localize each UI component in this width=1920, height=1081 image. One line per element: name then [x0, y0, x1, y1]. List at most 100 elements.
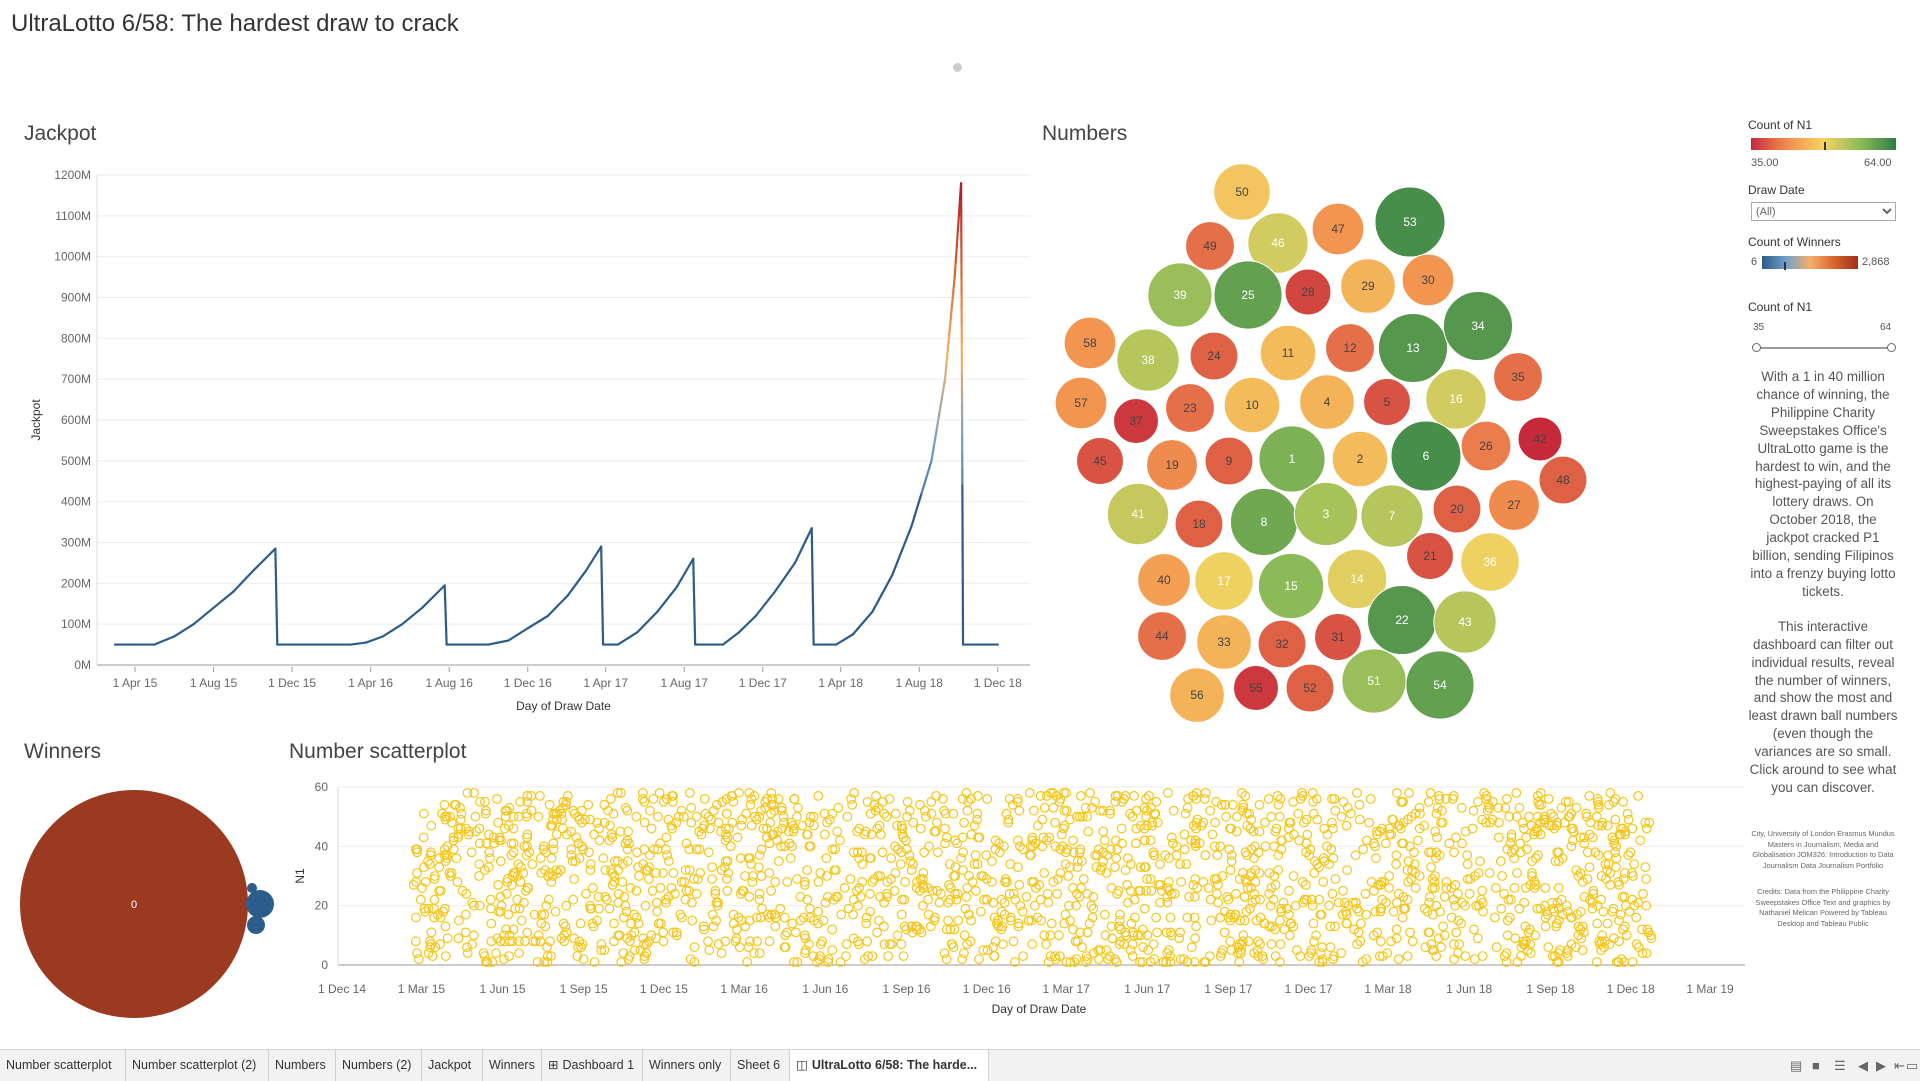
scatter-point: [1476, 857, 1485, 866]
scatter-point: [717, 949, 726, 958]
scatter-point: [1331, 875, 1340, 884]
number-bubble-label: 29: [1361, 279, 1375, 293]
scatter-point: [427, 928, 436, 937]
scatter-point: [872, 792, 881, 801]
scatter-point: [1267, 940, 1276, 949]
scatter-point: [623, 836, 632, 845]
scatter-point: [1191, 934, 1200, 943]
winners-bubble-chart[interactable]: 0: [0, 770, 290, 1040]
scatter-point: [1639, 890, 1648, 899]
number-bubble-label: 6: [1423, 449, 1430, 463]
scatter-point: [1226, 866, 1235, 875]
description-paragraph-2: This interactive dashboard can filter ou…: [1748, 618, 1898, 797]
scatter-point: [814, 907, 823, 916]
x-tick-label: 1 Mar 16: [721, 982, 769, 996]
scatter-point: [419, 833, 428, 842]
number-bubble-label: 52: [1303, 681, 1317, 695]
scatter-point: [1511, 934, 1520, 943]
tab-winners[interactable]: Winners: [483, 1050, 542, 1081]
scatter-point: [990, 952, 999, 961]
count-n1-slider-max-handle[interactable]: [1887, 343, 1896, 352]
jackpot-line-segment: [647, 612, 657, 622]
scatter-point: [1342, 821, 1351, 830]
jackpot-line-segment: [243, 571, 253, 581]
draw-date-filter-dropdown[interactable]: (All): [1751, 202, 1896, 221]
scatter-point: [1276, 916, 1285, 925]
count-n1-slider-track[interactable]: [1756, 347, 1892, 349]
number-bubble-label: 58: [1083, 336, 1097, 350]
scatter-point: [1315, 863, 1324, 872]
jackpot-line-segment: [956, 246, 957, 262]
tab-number-scatterplot-2[interactable]: Number scatterplot (2): [126, 1050, 269, 1081]
scatter-point: [1060, 821, 1069, 830]
scatter-point: [1111, 792, 1120, 801]
scatter-point: [1015, 881, 1024, 890]
number-bubble-label: 49: [1203, 239, 1217, 253]
scatter-point: [705, 848, 714, 857]
scatter-point: [960, 818, 969, 827]
tab-winners-only[interactable]: Winners only: [643, 1050, 731, 1081]
scatter-point: [622, 804, 631, 813]
scatter-point: [1116, 916, 1125, 925]
jackpot-line-segment: [214, 592, 234, 608]
scatter-point: [1022, 893, 1031, 902]
scatter-point: [1061, 910, 1070, 919]
scatter-point: [470, 931, 479, 940]
scatter-point: [547, 854, 556, 863]
scatter-point: [1232, 890, 1241, 899]
scatter-point: [1208, 830, 1217, 839]
number-bubble-label: 4: [1324, 395, 1331, 409]
show-tabs-icon[interactable]: ▭: [1906, 1058, 1918, 1074]
scatter-point: [942, 955, 951, 964]
story-point-indicator[interactable]: [953, 63, 962, 72]
tab-dashboard-1[interactable]: ⊞Dashboard 1: [542, 1050, 643, 1081]
scatter-point: [413, 949, 422, 958]
tab-numbers[interactable]: Numbers: [269, 1050, 336, 1081]
number-bubble-label: 7: [1389, 509, 1396, 523]
jackpot-line-chart[interactable]: 0M100M200M300M400M500M600M700M800M900M10…: [0, 150, 1040, 725]
filmstrip-icon[interactable]: ■: [1812, 1058, 1820, 1073]
number-bubble-label: 36: [1483, 555, 1497, 569]
tabs-icon[interactable]: ☰: [1834, 1058, 1846, 1074]
tab-sheet-6[interactable]: Sheet 6: [731, 1050, 790, 1081]
scatter-point: [1144, 946, 1153, 955]
first-tab-icon[interactable]: ⇤: [1894, 1058, 1905, 1074]
scatter-point: [645, 875, 654, 884]
tab-number-scatterplot[interactable]: Number scatterplot: [0, 1050, 126, 1081]
scroll-right-icon[interactable]: ▶: [1876, 1058, 1886, 1074]
scatter-point: [748, 878, 757, 887]
number-bubble-label: 32: [1275, 637, 1289, 651]
scatter-point: [1028, 940, 1037, 949]
scatter-point: [744, 943, 753, 952]
jackpot-line-segment: [886, 575, 893, 587]
scatter-point: [1276, 940, 1285, 949]
scatter-point: [960, 949, 969, 958]
x-axis-title: Day of Draw Date: [992, 1002, 1087, 1016]
x-tick-label: 1 Mar 17: [1042, 982, 1090, 996]
number-bubble-label: 56: [1190, 688, 1204, 702]
jackpot-line-segment: [931, 445, 934, 461]
scatter-point: [790, 795, 799, 804]
tab-numbers-2[interactable]: Numbers (2): [336, 1050, 422, 1081]
tab-story[interactable]: ◫UltraLotto 6/58: The harde...: [790, 1050, 989, 1081]
count-n1-slider-min-handle[interactable]: [1752, 343, 1761, 352]
scatter-point: [875, 916, 884, 925]
tab-jackpot[interactable]: Jackpot: [422, 1050, 483, 1081]
scatter-point: [567, 851, 576, 860]
x-tick-label: 1 Jun 15: [480, 982, 526, 996]
jackpot-line-segment: [951, 306, 952, 321]
scatter-point: [818, 937, 827, 946]
scatter-point: [497, 857, 506, 866]
x-tick-label: 1 Dec 18: [974, 676, 1022, 690]
scatter-point: [954, 916, 963, 925]
scatter-point: [1450, 955, 1459, 964]
scroll-left-icon[interactable]: ◀: [1858, 1058, 1868, 1074]
sheet-sorter-icon[interactable]: ▤: [1790, 1058, 1802, 1074]
scatter-point: [1440, 893, 1449, 902]
scatter-point: [1326, 943, 1335, 952]
scatter-title: Number scatterplot: [289, 740, 466, 764]
scatter-point: [1343, 866, 1352, 875]
scatter-point: [1337, 812, 1346, 821]
